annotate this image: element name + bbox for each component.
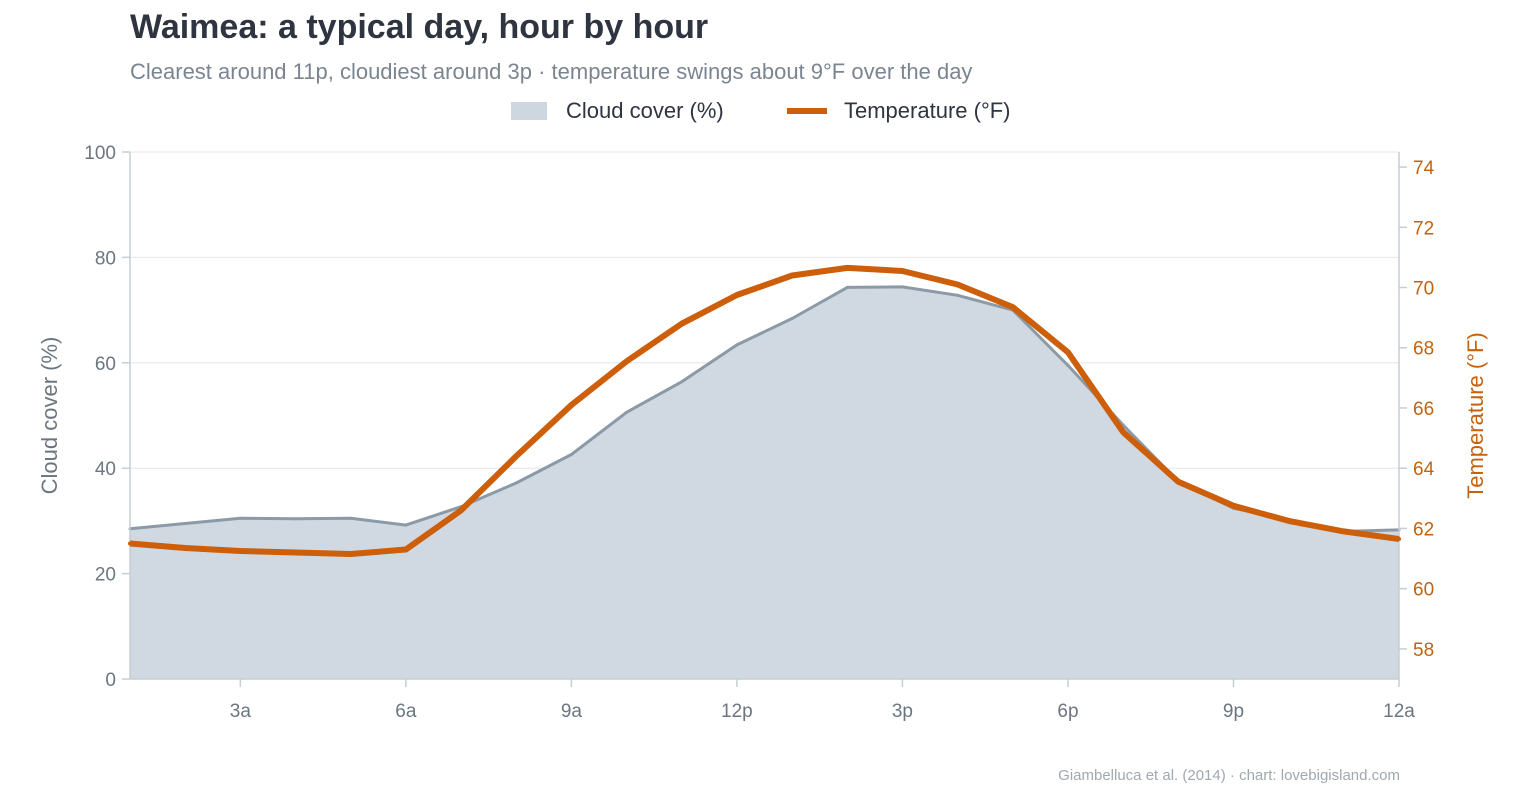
temperature-point-2p xyxy=(845,265,850,270)
temperature-point-7a xyxy=(459,508,463,513)
cloud-cover-point-10a xyxy=(625,410,629,414)
x-tick-label-12a: 12a xyxy=(1383,701,1415,722)
cloud-cover-point-5a xyxy=(349,516,353,520)
temperature-point-5a xyxy=(348,552,353,556)
legend-item-temperature: Temperature (°F) xyxy=(787,98,1011,124)
right-tick-label-70: 70 xyxy=(1413,279,1434,300)
left-axis-title: Cloud cover (%) xyxy=(37,337,62,495)
temperature-point-12a xyxy=(1397,537,1401,541)
cloud-cover-point-4a xyxy=(294,517,297,521)
chart-legend: Cloud cover (%) Temperature (°F) xyxy=(0,98,1530,130)
cloud-cover-point-2a xyxy=(183,522,187,525)
cloud-cover-point-11a xyxy=(680,380,684,384)
cloud-cover-point-9a xyxy=(569,453,573,456)
right-tick-label-66: 66 xyxy=(1413,399,1434,420)
chart-title: Waimea: a typical day, hour by hour xyxy=(130,8,709,46)
temperature-point-11p xyxy=(1341,529,1346,534)
legend-item-cloud-cover: Cloud cover (%) xyxy=(511,98,724,124)
temperature-point-6p xyxy=(1066,350,1070,355)
legend-label-cloud-cover: Cloud cover (%) xyxy=(566,98,724,123)
right-tick-label-74: 74 xyxy=(1413,158,1435,179)
x-tick-label-9p: 9p xyxy=(1223,701,1244,722)
left-tick-label-100: 100 xyxy=(84,143,116,164)
temperature-point-4a xyxy=(293,550,298,555)
temperature-point-4p xyxy=(955,282,960,287)
left-tick-label-20: 20 xyxy=(95,565,116,586)
cloud-cover-point-4p xyxy=(956,293,960,297)
cloud-cover-point-8a xyxy=(514,481,518,485)
temperature-point-7p xyxy=(1121,430,1126,435)
source-credit: Giambelluca et al. (2014) · chart: loveb… xyxy=(1058,767,1400,784)
cloud-cover-point-1p xyxy=(790,317,794,320)
right-tick-label-64: 64 xyxy=(1413,459,1435,480)
temperature-point-5p xyxy=(1010,305,1015,310)
temperature-point-9a xyxy=(569,403,574,407)
cloud-cover-point-3a xyxy=(238,516,242,520)
temperature-point-8p xyxy=(1176,479,1181,484)
temperature-point-10a xyxy=(624,359,629,364)
temperature-point-1p xyxy=(790,273,795,278)
x-tick-label-12p: 12p xyxy=(721,701,753,722)
left-tick-label-0: 0 xyxy=(105,670,116,691)
right-tick-label-58: 58 xyxy=(1413,640,1434,661)
x-tick-label-3p: 3p xyxy=(892,701,913,722)
temperature-point-12p xyxy=(734,293,739,297)
cloud-cover-point-12p xyxy=(735,343,739,347)
temperature-point-2a xyxy=(183,546,188,550)
chart-subtitle: Clearest around 11p, cloudiest around 3p… xyxy=(130,59,973,84)
x-tick-label-6p: 6p xyxy=(1057,701,1078,722)
left-tick-label-60: 60 xyxy=(95,354,116,375)
temperature-point-11a xyxy=(679,321,684,326)
x-tick-label-3a: 3a xyxy=(230,701,252,722)
temperature-point-3a xyxy=(238,549,243,553)
temperature-line xyxy=(129,264,1400,557)
right-tick-label-60: 60 xyxy=(1413,580,1434,601)
right-tick-label-62: 62 xyxy=(1413,519,1434,540)
legend-swatch-temperature xyxy=(787,108,827,114)
x-tick-label-9a: 9a xyxy=(561,701,583,722)
cloud-cover-area xyxy=(130,286,1399,679)
legend-swatch-cloud-cover xyxy=(511,102,547,120)
temperature-point-10p xyxy=(1286,518,1291,523)
temperature-point-8a xyxy=(514,454,519,459)
temperature-point-9p xyxy=(1231,503,1236,508)
right-tick-label-68: 68 xyxy=(1413,339,1434,360)
cloud-cover-point-2p xyxy=(845,285,849,289)
right-tick-label-72: 72 xyxy=(1413,218,1434,239)
cloud-cover-point-6a xyxy=(404,523,408,527)
right-axis-title: Temperature (°F) xyxy=(1463,332,1488,499)
cloud-cover-point-3p xyxy=(900,285,904,289)
cloud-cover-point-6p xyxy=(1066,363,1070,367)
x-tick-label-6a: 6a xyxy=(395,701,417,722)
left-tick-label-80: 80 xyxy=(95,248,116,269)
temperature-point-1a xyxy=(128,541,132,546)
left-tick-label-40: 40 xyxy=(95,459,116,480)
temperature-point-6a xyxy=(403,547,408,552)
legend-label-temperature: Temperature (°F) xyxy=(844,98,1011,123)
temperature-point-3p xyxy=(900,269,905,273)
